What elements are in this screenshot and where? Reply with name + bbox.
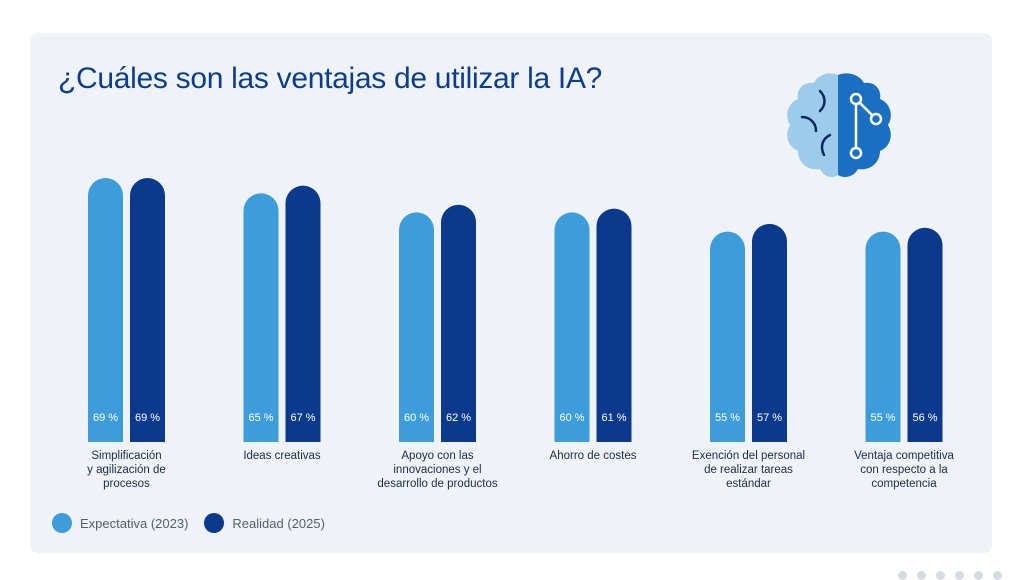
category-label-line: competencia xyxy=(871,478,937,490)
bar-reality xyxy=(441,204,476,442)
data-label: 55 % xyxy=(870,412,895,424)
bar-expectation xyxy=(88,178,123,442)
bar-expectation xyxy=(710,231,745,442)
category-label-line: con respecto a la xyxy=(860,464,948,476)
bar-expectation xyxy=(243,193,279,442)
legend: Expectativa (2023) Realidad (2025) xyxy=(52,513,341,533)
data-label: 60 % xyxy=(404,412,429,424)
data-label: 67 % xyxy=(290,412,315,424)
bar-expectation xyxy=(865,231,901,442)
category-label-line: procesos xyxy=(103,478,150,490)
data-label: 56 % xyxy=(912,412,937,424)
category-label-line: estándar xyxy=(726,478,771,490)
legend-label-expectation: Expectativa (2023) xyxy=(80,515,189,531)
category-label-line: innovaciones y el xyxy=(393,464,482,476)
data-label: 62 % xyxy=(446,412,471,424)
brain-circuit-icon xyxy=(787,73,891,177)
category-label-line: Exención del personal xyxy=(691,450,806,462)
legend-swatch-expectation xyxy=(52,513,72,533)
pagination-dots xyxy=(888,567,1002,580)
category-label-line: Apoyo con las xyxy=(401,450,474,462)
legend-item-expectation: Expectativa (2023) xyxy=(52,513,188,533)
category-label-line: Ideas creativas xyxy=(243,450,321,462)
bar-reality xyxy=(130,178,165,442)
bar-reality xyxy=(596,208,632,442)
data-label: 61 % xyxy=(601,412,626,424)
bar-expectation xyxy=(399,212,434,442)
data-label: 60 % xyxy=(559,412,584,424)
category-label-line: y agilización de xyxy=(87,464,166,476)
category-label-line: Simplificación xyxy=(91,450,162,462)
bar-expectation xyxy=(554,212,590,442)
legend-label-reality: Realidad (2025) xyxy=(232,515,325,531)
data-label: 57 % xyxy=(757,412,782,424)
data-label: 55 % xyxy=(715,412,740,424)
category-label: Exención del personal de realizar tareas e… xyxy=(674,449,824,491)
category-label-line: Ahorro de costes xyxy=(549,450,637,462)
legend-swatch-reality xyxy=(204,513,225,533)
legend-item-reality: Realidad (2025) xyxy=(204,513,325,533)
category-label-line: desarrollo de productos xyxy=(377,478,498,490)
category-label: Ventaja competitiva con respecto a la comp… xyxy=(829,449,979,491)
category-label: Simplificación y agilización de procesos xyxy=(52,449,202,491)
bar-reality xyxy=(907,227,943,442)
category-label-line: Ventaja competitiva xyxy=(854,450,954,462)
data-label: 69 % xyxy=(135,412,160,424)
bar-reality xyxy=(285,185,321,443)
category-label: Apoyo con las innovaciones y el desarrollo… xyxy=(363,449,513,491)
category-label: Ideas creativas xyxy=(207,449,357,463)
chart-title: ¿Cuáles son las ventajas de utilizar la … xyxy=(58,62,603,95)
bar-reality xyxy=(752,223,787,442)
category-label: Ahorro de costes xyxy=(518,449,668,463)
data-label: 65 % xyxy=(248,412,273,424)
data-label: 69 % xyxy=(93,412,118,424)
category-label-line: de realizar tareas xyxy=(704,464,793,476)
